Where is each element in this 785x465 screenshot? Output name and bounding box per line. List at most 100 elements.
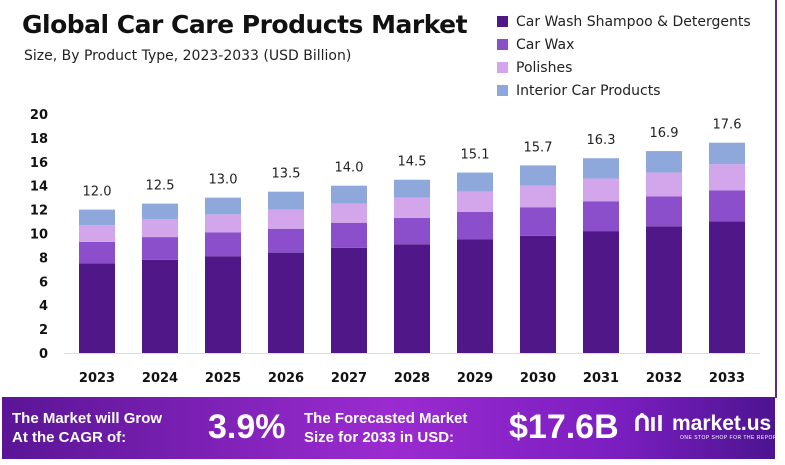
bar-segment-interior-car-products bbox=[646, 151, 682, 173]
bar-segment-polishes bbox=[394, 197, 430, 218]
bar-segment-polishes bbox=[331, 203, 367, 223]
bar-segment-car-wash-shampoo-detergents bbox=[142, 259, 178, 353]
legend-label: Car Wash Shampoo & Detergents bbox=[516, 13, 751, 30]
legend-swatch bbox=[497, 62, 508, 73]
bar-segment-polishes bbox=[583, 178, 619, 202]
y-tick-label: 8 bbox=[39, 251, 48, 266]
bar-segment-interior-car-products bbox=[583, 158, 619, 179]
total-data-label: 16.9 bbox=[650, 126, 679, 141]
bar-segment-car-wax bbox=[646, 196, 682, 227]
frame-border bbox=[775, 0, 777, 398]
legend-swatch bbox=[497, 39, 508, 50]
total-data-label: 14.0 bbox=[335, 161, 364, 176]
cagr-label: The Market will Grow At the CAGR of: bbox=[12, 410, 163, 446]
bar-segment-car-wash-shampoo-detergents bbox=[331, 247, 367, 353]
total-data-label: 17.6 bbox=[713, 118, 742, 133]
legend-label: Polishes bbox=[516, 59, 573, 76]
total-data-label: 12.0 bbox=[83, 185, 112, 200]
total-data-label: 15.7 bbox=[524, 140, 553, 155]
bar-segment-car-wash-shampoo-detergents bbox=[583, 231, 619, 353]
bar-segment-car-wash-shampoo-detergents bbox=[268, 252, 304, 353]
bar-segment-polishes bbox=[268, 209, 304, 229]
legend-label: Car Wax bbox=[516, 36, 575, 53]
total-data-label: 13.5 bbox=[272, 167, 301, 182]
x-tick-label: 2030 bbox=[520, 371, 556, 386]
bar-chart: 0 2 4 6 8 10 12 14 16 18 20 12.0 2023 12.5 2024 13.0 202… bbox=[30, 108, 760, 386]
x-tick-label: 2031 bbox=[583, 371, 619, 386]
x-tick-label: 2029 bbox=[457, 371, 493, 386]
x-tick-label: 2025 bbox=[205, 371, 241, 386]
logo-icon bbox=[635, 413, 662, 431]
total-data-label: 16.3 bbox=[587, 133, 616, 148]
bar-segment-polishes bbox=[79, 225, 115, 242]
total-data-label: 14.5 bbox=[398, 155, 427, 170]
bar-segment-interior-car-products bbox=[709, 142, 745, 165]
summary-banner: The Market will Grow At the CAGR of: 3.9%… bbox=[2, 397, 784, 459]
bar-segment-polishes bbox=[205, 214, 241, 233]
bar-segment-car-wax bbox=[142, 237, 178, 260]
x-tick-label: 2032 bbox=[646, 371, 682, 386]
bar-segment-car-wax bbox=[709, 190, 745, 222]
legend: Car Wash Shampoo & Detergents Car Wax Po… bbox=[497, 10, 751, 102]
x-tick-label: 2024 bbox=[142, 371, 178, 386]
total-data-label: 15.1 bbox=[461, 148, 490, 163]
legend-swatch bbox=[497, 85, 508, 96]
bar-segment-polishes bbox=[709, 164, 745, 191]
y-tick-label: 4 bbox=[39, 299, 48, 314]
legend-item-wax: Car Wax bbox=[497, 33, 751, 56]
y-tick-label: 18 bbox=[30, 132, 48, 147]
bar-segment-car-wax bbox=[79, 241, 115, 264]
bar-segment-car-wax bbox=[205, 232, 241, 257]
x-tick-label: 2027 bbox=[331, 371, 367, 386]
total-data-label: 13.0 bbox=[209, 173, 238, 188]
bar-segment-polishes bbox=[142, 219, 178, 238]
bar-segment-polishes bbox=[457, 191, 493, 212]
x-tick-label: 2023 bbox=[79, 371, 115, 386]
y-tick-label: 10 bbox=[30, 228, 48, 243]
bar-segment-car-wash-shampoo-detergents bbox=[205, 256, 241, 353]
bar-segment-interior-car-products bbox=[394, 179, 430, 198]
y-tick-label: 0 bbox=[39, 347, 48, 362]
bar-segment-car-wash-shampoo-detergents bbox=[457, 239, 493, 353]
y-tick-label: 16 bbox=[30, 156, 48, 171]
legend-label: Interior Car Products bbox=[516, 82, 661, 99]
x-tick-label: 2028 bbox=[394, 371, 430, 386]
bar-segment-car-wax bbox=[331, 222, 367, 248]
bar-segment-car-wax bbox=[520, 207, 556, 236]
forecast-label: The Forecasted Market Size for 2033 in US… bbox=[304, 410, 468, 446]
bar-segment-car-wash-shampoo-detergents bbox=[520, 235, 556, 353]
bar-segment-car-wax bbox=[583, 201, 619, 232]
market-us-logo: market.us ONE STOP SHOP FOR THE REPORTS bbox=[634, 411, 784, 441]
bar-segment-interior-car-products bbox=[268, 191, 304, 210]
bar-segment-interior-car-products bbox=[205, 197, 241, 215]
x-tick-label: 2033 bbox=[709, 371, 745, 386]
bar-segment-car-wash-shampoo-detergents bbox=[394, 244, 430, 353]
y-tick-label: 14 bbox=[30, 180, 48, 195]
legend-item-polishes: Polishes bbox=[497, 56, 751, 79]
bar-segment-car-wash-shampoo-detergents bbox=[79, 263, 115, 353]
bar-segment-car-wax bbox=[457, 211, 493, 240]
legend-item-interior: Interior Car Products bbox=[497, 79, 751, 102]
y-tick-label: 20 bbox=[30, 108, 48, 123]
chart-title: Global Car Care Products Market bbox=[22, 10, 468, 39]
forecast-value: $17.6B bbox=[509, 408, 619, 446]
bar-segment-interior-car-products bbox=[142, 203, 178, 220]
bar-segment-polishes bbox=[520, 185, 556, 208]
bar-segment-car-wash-shampoo-detergents bbox=[646, 226, 682, 353]
chart-subtitle: Size, By Product Type, 2023-2033 (USD Bi… bbox=[24, 48, 352, 64]
y-tick-label: 6 bbox=[39, 275, 48, 290]
bar-segment-car-wash-shampoo-detergents bbox=[709, 221, 745, 353]
legend-item-wash: Car Wash Shampoo & Detergents bbox=[497, 10, 751, 33]
bar-segment-interior-car-products bbox=[520, 165, 556, 186]
bar-segment-interior-car-products bbox=[457, 172, 493, 192]
y-tick-label: 2 bbox=[39, 323, 48, 338]
total-data-label: 12.5 bbox=[146, 179, 175, 194]
x-tick-label: 2026 bbox=[268, 371, 304, 386]
bar-segment-interior-car-products bbox=[79, 209, 115, 226]
y-tick-label: 12 bbox=[30, 204, 48, 219]
bar-segment-car-wax bbox=[394, 217, 430, 245]
legend-swatch bbox=[497, 16, 508, 27]
bar-segment-polishes bbox=[646, 172, 682, 197]
bar-segment-interior-car-products bbox=[331, 185, 367, 204]
